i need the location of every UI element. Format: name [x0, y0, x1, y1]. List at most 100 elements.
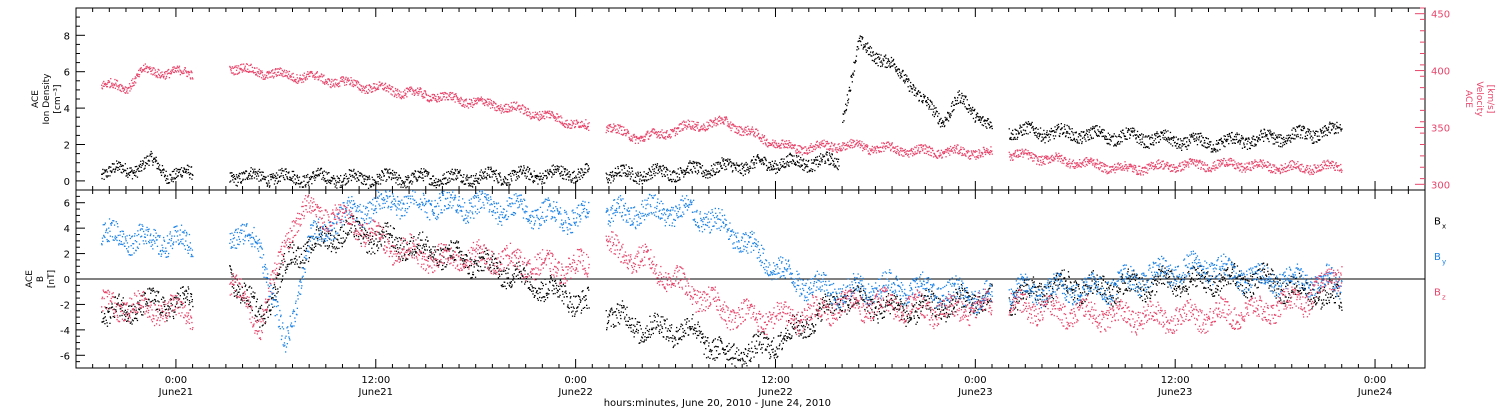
data-point	[1059, 136, 1060, 137]
data-point	[1247, 149, 1248, 150]
data-point	[384, 84, 385, 85]
data-point	[737, 133, 738, 134]
data-point	[439, 184, 440, 185]
data-point	[395, 94, 396, 95]
data-point	[145, 165, 146, 166]
data-point	[766, 144, 767, 145]
data-point	[692, 172, 693, 173]
data-point	[1119, 136, 1120, 137]
data-point	[522, 173, 523, 174]
data-point	[131, 88, 132, 89]
data-point	[320, 173, 321, 174]
data-point	[148, 71, 149, 72]
data-point	[383, 173, 384, 174]
data-point	[512, 109, 513, 110]
data-point	[845, 104, 846, 105]
data-point	[407, 175, 408, 176]
data-point	[456, 175, 457, 176]
data-point	[272, 177, 273, 178]
data-point	[327, 82, 328, 83]
data-point	[676, 181, 677, 182]
data-point	[727, 158, 728, 159]
data-point	[1221, 143, 1222, 144]
data-point	[980, 116, 981, 117]
data-point	[863, 48, 864, 49]
data-point	[871, 55, 872, 56]
data-point	[1035, 135, 1036, 136]
data-point	[939, 121, 940, 122]
data-point	[841, 145, 842, 146]
data-point	[675, 180, 676, 181]
data-point	[908, 78, 909, 79]
data-point	[470, 104, 471, 105]
data-point	[470, 183, 471, 184]
data-point	[165, 180, 166, 181]
data-point	[250, 175, 251, 176]
data-point	[623, 127, 624, 128]
data-point	[575, 124, 576, 125]
data-point	[773, 166, 774, 167]
data-point	[1060, 129, 1061, 130]
data-point	[1328, 127, 1329, 128]
data-point	[883, 146, 884, 147]
data-point	[460, 103, 461, 104]
data-point	[659, 171, 660, 172]
data-point	[892, 142, 893, 143]
data-point	[107, 86, 108, 87]
data-point	[692, 127, 693, 128]
data-point	[1318, 136, 1319, 137]
data-point	[1133, 135, 1134, 136]
data-point	[541, 118, 542, 119]
data-point	[897, 146, 898, 147]
data-point	[1063, 132, 1064, 133]
data-point	[872, 146, 873, 147]
data-point	[260, 172, 261, 173]
data-point	[151, 153, 152, 154]
data-point	[621, 165, 622, 166]
data-point	[1285, 140, 1286, 141]
data-point	[1192, 136, 1193, 137]
data-point	[1328, 129, 1329, 130]
data-point	[425, 91, 426, 92]
data-point	[176, 170, 177, 171]
data-point	[921, 96, 922, 97]
data-point	[442, 98, 443, 99]
data-point	[1101, 129, 1102, 130]
data-point	[1286, 135, 1287, 136]
data-point	[959, 94, 960, 95]
data-point	[559, 116, 560, 117]
data-point	[765, 159, 766, 160]
data-point	[127, 168, 128, 169]
data-point	[776, 163, 777, 164]
data-point	[651, 166, 652, 167]
data-point	[868, 54, 869, 55]
data-point	[359, 175, 360, 176]
data-point	[783, 166, 784, 167]
data-point	[492, 176, 493, 177]
data-point	[741, 173, 742, 174]
data-point	[464, 107, 465, 108]
data-point	[969, 105, 970, 106]
data-point	[848, 145, 849, 146]
data-point	[850, 145, 851, 146]
left-axis-label: Ion Density	[42, 73, 52, 125]
data-point	[1322, 136, 1323, 137]
data-point	[1064, 126, 1065, 127]
data-point	[516, 110, 517, 111]
data-point	[471, 175, 472, 176]
data-point	[1037, 137, 1038, 138]
data-point	[500, 106, 501, 107]
data-point	[116, 167, 117, 168]
data-point	[689, 121, 690, 122]
data-point	[232, 175, 233, 176]
data-point	[465, 177, 466, 178]
data-point	[722, 119, 723, 120]
data-point	[1094, 128, 1095, 129]
data-point	[434, 95, 435, 96]
data-point	[405, 93, 406, 94]
data-point	[1095, 132, 1096, 133]
data-point	[396, 94, 397, 95]
data-point	[1273, 138, 1274, 139]
series-plasma-1	[101, 63, 1343, 175]
data-point	[888, 60, 889, 61]
